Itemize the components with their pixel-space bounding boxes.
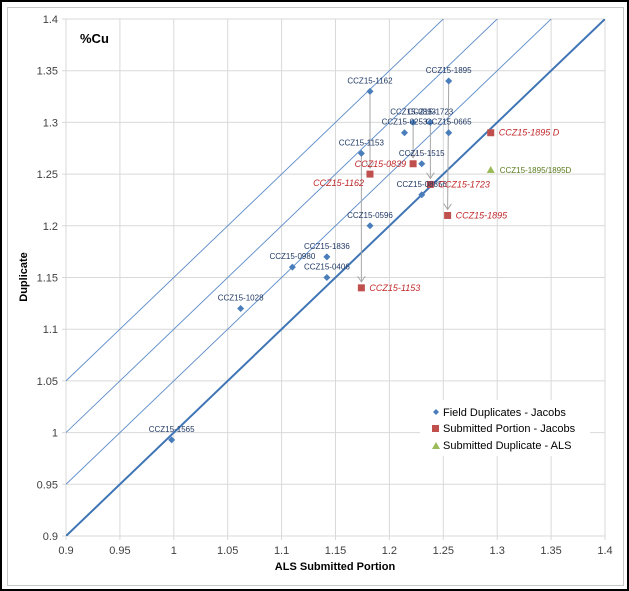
- data-labels: CCZ15-1162CCZ15-1895CCZ15-0893CCZ15-1723…: [149, 66, 572, 434]
- x-tick-label: 1.2: [382, 545, 397, 557]
- y-tick-label: 1.3: [43, 117, 58, 129]
- submitted-portion-point: [366, 170, 374, 178]
- reference-lines: [66, 19, 605, 536]
- field-duplicate-point: [168, 436, 176, 444]
- x-tick-label: 1.15: [325, 545, 346, 557]
- point-label: CCZ15-1723: [407, 107, 453, 116]
- field-duplicate-point: [323, 253, 331, 261]
- point-label: CCZ15-1895: [456, 210, 509, 220]
- point-label: CCZ15-0406: [304, 263, 350, 272]
- y-tick-label: 1.2: [43, 221, 58, 233]
- x-axis-ticks: 0.9 0.95 1 1.05 1.1 1.15 1.2 1.25 1.3 1.35 1.4: [58, 545, 612, 557]
- field-duplicate-point: [357, 149, 365, 157]
- y-tick-label: 0.9: [43, 531, 58, 543]
- x-axis-title: ALS Submitted Portion: [275, 561, 396, 573]
- y-tick-label: 1.1: [43, 324, 58, 336]
- point-label: CCZ15-1153: [339, 138, 385, 147]
- chart-area-border: [7, 7, 624, 586]
- legend-background: [420, 400, 590, 456]
- diamond-icon: [433, 409, 439, 415]
- legend-item-field-duplicates: Field Duplicates - Jacobs: [433, 407, 566, 419]
- legend-label: Submitted Duplicate - ALS: [443, 440, 571, 452]
- field-duplicate-point: [366, 222, 374, 230]
- point-label: CCZ15-0980: [269, 252, 315, 261]
- x-tick-label: 1.35: [540, 545, 561, 557]
- y-tick-label: 1.4: [43, 14, 58, 26]
- point-label: CCZ15-1565: [149, 425, 195, 434]
- y-tick-label: 0.95: [37, 479, 58, 491]
- legend-item-submitted-portion: Submitted Portion - Jacobs: [432, 423, 576, 435]
- point-label: CCZ15-0893: [390, 107, 436, 116]
- field-duplicate-point: [237, 305, 245, 313]
- point-label: CCZ15-1028: [218, 294, 264, 303]
- submitted-portion-point: [444, 211, 452, 219]
- submitted-portion-point: [357, 284, 365, 292]
- field-duplicate-point: [445, 77, 453, 85]
- y-tick-label: 1.15: [37, 273, 58, 285]
- point-label: CCZ15-1723: [438, 179, 490, 189]
- y-tick-label: 1.25: [37, 169, 58, 181]
- y-tick-label: 1.05: [37, 376, 58, 388]
- field-duplicate-point: [409, 118, 417, 126]
- x-tick-label: 0.9: [58, 545, 73, 557]
- offset-line: [66, 19, 498, 433]
- y-tick-label: 1: [52, 428, 58, 440]
- field-duplicate-point: [323, 274, 331, 281]
- field-duplicate-point: [445, 129, 453, 137]
- point-label: CCZ15-08856: [397, 180, 448, 189]
- x-tick-label: 1: [171, 545, 177, 557]
- legend-label: Submitted Portion - Jacobs: [443, 423, 576, 435]
- chart-title: %Cu: [80, 31, 109, 46]
- submitted-portion-point: [426, 180, 434, 188]
- y-tick-label: 1.35: [37, 66, 58, 78]
- point-label: CCZ15-0253: [382, 118, 428, 127]
- one-to-one-line: [66, 19, 605, 536]
- x-tick-label: 1.3: [490, 545, 505, 557]
- y-axis-title: Duplicate: [18, 252, 30, 302]
- y-axis-ticks: 0.9 0.95 1 1.05 1.1 1.15 1.2 1.25 1.3 1.35 1.4: [37, 14, 58, 543]
- x-tick-label: 1.1: [274, 545, 289, 557]
- offset-line: [66, 19, 444, 382]
- point-label: CCZ15-1895 D: [499, 128, 560, 138]
- point-label: CCZ15-0596: [347, 211, 393, 220]
- point-label: CCZ15-1153: [369, 283, 420, 293]
- x-tick-label: 1.25: [433, 545, 454, 557]
- submitted-duplicate-point: [486, 165, 495, 173]
- data-points: [168, 77, 495, 444]
- square-icon: [432, 425, 439, 432]
- x-tick-label: 1.4: [597, 545, 612, 557]
- field-duplicate-point: [418, 160, 426, 168]
- point-label: CCZ15-0839: [355, 159, 407, 169]
- submitted-portion-point: [409, 160, 417, 168]
- submitted-portion-point: [487, 129, 495, 137]
- point-label: CCZ15-1895/1895D: [500, 166, 572, 175]
- field-duplicate-point: [288, 263, 296, 271]
- offset-line: [66, 19, 552, 485]
- field-duplicate-point: [426, 118, 434, 126]
- legend-label: Field Duplicates - Jacobs: [443, 407, 566, 419]
- point-label: CCZ15-1895: [426, 66, 472, 75]
- point-label: CCZ15-1162: [347, 76, 393, 85]
- legend: Field Duplicates - Jacobs Submitted Port…: [420, 400, 590, 456]
- point-label: CCZ15-1836: [304, 242, 350, 251]
- x-tick-label: 0.95: [109, 545, 130, 557]
- x-tick-label: 1.05: [217, 545, 238, 557]
- triangle-icon: [432, 442, 440, 449]
- field-duplicate-point: [418, 191, 426, 199]
- arrow: [448, 81, 449, 209]
- point-label: CCZ15-1515: [399, 149, 445, 158]
- point-label: CCZ15-0665: [426, 118, 472, 127]
- field-duplicate-point: [400, 129, 408, 137]
- arrows: [361, 81, 448, 282]
- field-duplicate-point: [366, 87, 374, 95]
- point-label: CCZ15-1162: [313, 178, 364, 188]
- legend-item-submitted-duplicate: Submitted Duplicate - ALS: [432, 440, 571, 452]
